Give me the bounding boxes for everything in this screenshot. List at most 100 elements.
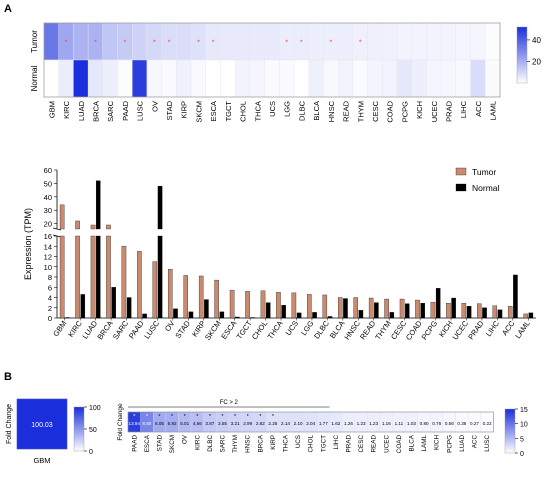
y-tick-label: 20 <box>44 220 52 229</box>
axis-break-mark <box>52 227 62 231</box>
y-tick-label: 8 <box>48 273 52 282</box>
tumor-bar <box>507 306 513 319</box>
tumor-bar <box>260 290 266 319</box>
tumor-bar <box>523 313 528 319</box>
tumor-bar <box>492 305 498 319</box>
y-tick-label: 2 <box>48 304 52 313</box>
heatmap-column-label: PCPG <box>400 101 409 122</box>
heatmap-border <box>43 22 501 98</box>
heatmap-column-label: SARC <box>106 100 115 121</box>
heatmap-cell <box>411 59 427 98</box>
normal-bar <box>389 312 395 319</box>
heatmap-column-label: UCEC <box>430 100 439 122</box>
heatmap-cell <box>43 59 59 98</box>
tumor-bar <box>276 292 281 319</box>
tumor-bar <box>106 235 111 319</box>
heatmap-column-label: DLBC <box>297 100 306 121</box>
heatmap-cell <box>132 22 148 61</box>
y-tick-label: 4 <box>48 294 52 303</box>
cell-value-label: 0.22 <box>483 421 492 426</box>
heatmap-cell <box>411 22 427 61</box>
heatmap-cell <box>117 59 133 98</box>
normal-bar <box>296 312 302 319</box>
heatmap-cell <box>102 59 118 98</box>
y-tick-label: 60 <box>44 166 52 175</box>
legend-swatch-normal <box>455 183 467 192</box>
y-tick-label: 6 <box>48 283 52 292</box>
heatmap-column-label: TGCT <box>224 101 233 122</box>
significance-star: * <box>168 40 171 47</box>
normal-bar <box>312 312 317 319</box>
heatmap-column-label: THYM <box>356 101 365 122</box>
heatmap-cell <box>396 22 412 61</box>
heatmap-cell <box>485 59 501 98</box>
cell-value-label: 1.11 <box>395 421 404 426</box>
heatmap-cell <box>264 22 280 61</box>
column-label: KICH <box>434 435 441 450</box>
row-label: Fold Change <box>6 404 13 444</box>
heatmap-column-label: KIRC <box>62 100 71 119</box>
heatmap-cell <box>264 59 280 98</box>
heatmap-column-label: SKCM <box>194 101 203 123</box>
cell-value-label: 3.87 <box>205 421 214 426</box>
normal-bar <box>405 303 410 319</box>
significance-star: * <box>133 414 136 420</box>
heatmap-cell <box>382 59 398 98</box>
normal-bar <box>466 306 472 319</box>
column-label: LUAD <box>459 435 466 452</box>
x-tick-label: SKCM <box>203 319 223 342</box>
cell-value-label: 2.99 <box>243 421 252 426</box>
legend-label-normal: Normal <box>472 183 500 193</box>
heatmap-cell <box>220 59 236 98</box>
tumor-bar <box>384 298 389 319</box>
heatmap-cell <box>205 59 221 98</box>
heatmap-column-label: GBM <box>47 101 56 118</box>
heatmap-cell <box>382 22 398 61</box>
cell-value-label: 1.77 <box>319 421 328 426</box>
significance-star: * <box>184 414 187 420</box>
column-label: HNSC <box>245 435 252 453</box>
cell-value-label: 0.56 <box>445 421 454 426</box>
tumor-bar <box>198 275 204 319</box>
tumor-bar <box>168 269 173 319</box>
heatmap-cell <box>455 22 471 61</box>
x-tick-label: OV <box>163 319 177 333</box>
tumor-bar <box>415 299 420 319</box>
colorbar-tick-label: 0 <box>89 449 93 456</box>
cell-value-label: 2.04 <box>306 421 315 426</box>
x-tick-label: LIHC <box>484 319 502 339</box>
column-label: READ <box>371 435 378 453</box>
normal-bar <box>204 299 209 319</box>
heatmap-column-label: ESCA <box>209 101 218 121</box>
normal-bar <box>111 287 116 319</box>
x-tick-label: GBM <box>51 319 68 338</box>
heatmap-cell <box>323 59 339 98</box>
tumor-bar <box>446 302 451 319</box>
tumor-bar <box>353 297 358 319</box>
column-label: THCA <box>283 434 290 452</box>
normal-bar <box>250 317 255 319</box>
heatmap-cell <box>249 22 265 61</box>
column-label: CESC <box>358 435 365 453</box>
panel-label-b: B <box>4 371 12 383</box>
tumor-bar <box>307 294 312 319</box>
column-label: COAD <box>396 435 403 454</box>
colorbar-tick-label: 15 <box>520 407 528 414</box>
heatmap-column-label: THCA <box>253 101 262 121</box>
column-label: LIHC <box>333 435 340 450</box>
column-label: DLBC <box>207 435 214 452</box>
cell-value-label: 0.76 <box>432 421 441 426</box>
normal-bar <box>265 302 271 319</box>
significance-star: * <box>300 40 303 47</box>
normal-bar <box>157 185 163 230</box>
tumor-bar <box>245 291 250 319</box>
heatmap-column-label: LIHC <box>459 100 468 118</box>
heatmap-cell <box>308 59 324 98</box>
heatmap-cell <box>220 22 236 61</box>
y-tick-label: 12 <box>44 253 52 262</box>
tumor-bar <box>430 301 436 319</box>
column-label: KIRC <box>194 435 201 450</box>
normal-bar <box>327 316 333 319</box>
heatmap-cell <box>440 59 457 98</box>
